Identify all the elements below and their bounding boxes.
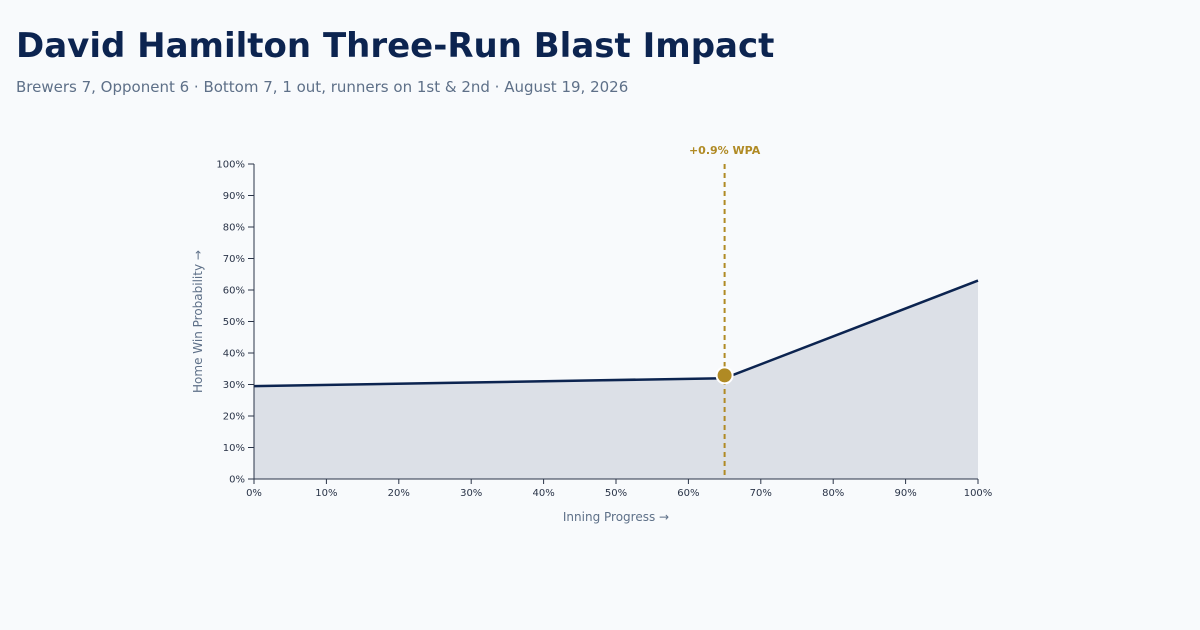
x-tick-label: 70%: [750, 488, 772, 499]
annotation-label: +0.9% WPA: [689, 144, 761, 157]
x-axis-label: Inning Progress →: [563, 510, 669, 524]
y-tick-label: 70%: [223, 254, 245, 265]
y-tick-label: 0%: [229, 475, 245, 486]
x-tick-label: 90%: [894, 488, 916, 499]
event-marker[interactable]: [715, 366, 734, 385]
y-tick-label: 30%: [223, 380, 245, 391]
area-fill: [254, 280, 978, 479]
x-tick-label: 10%: [315, 488, 337, 499]
y-tick-label: 10%: [223, 443, 245, 454]
y-axis-label: Home Win Probability →: [191, 250, 205, 393]
y-tick-label: 90%: [223, 191, 245, 202]
x-axis-ticks: 0% 10% 20% 30% 40% 50% 60% 70% 80% 90% 100%: [246, 479, 992, 499]
x-tick-label: 80%: [822, 488, 844, 499]
y-axis-ticks: 0% 10% 20% 30% 40% 50% 60% 70% 80% 90% 100%: [216, 160, 254, 486]
y-tick-label: 40%: [223, 349, 245, 360]
y-tick-label: 20%: [223, 412, 245, 423]
chart-title: David Hamilton Three-Run Blast Impact: [16, 26, 775, 66]
x-tick-label: 0%: [246, 488, 262, 499]
x-tick-label: 50%: [605, 488, 627, 499]
x-tick-label: 60%: [677, 488, 699, 499]
x-tick-label: 40%: [532, 488, 554, 499]
y-tick-label: 60%: [223, 286, 245, 297]
chart-subtitle: Brewers 7, Opponent 6 · Bottom 7, 1 out,…: [16, 78, 629, 96]
x-tick-label: 20%: [388, 488, 410, 499]
y-tick-label: 80%: [223, 223, 245, 234]
y-tick-label: 50%: [223, 317, 245, 328]
x-tick-label: 100%: [964, 488, 993, 499]
x-tick-label: 30%: [460, 488, 482, 499]
y-tick-label: 100%: [216, 160, 245, 171]
